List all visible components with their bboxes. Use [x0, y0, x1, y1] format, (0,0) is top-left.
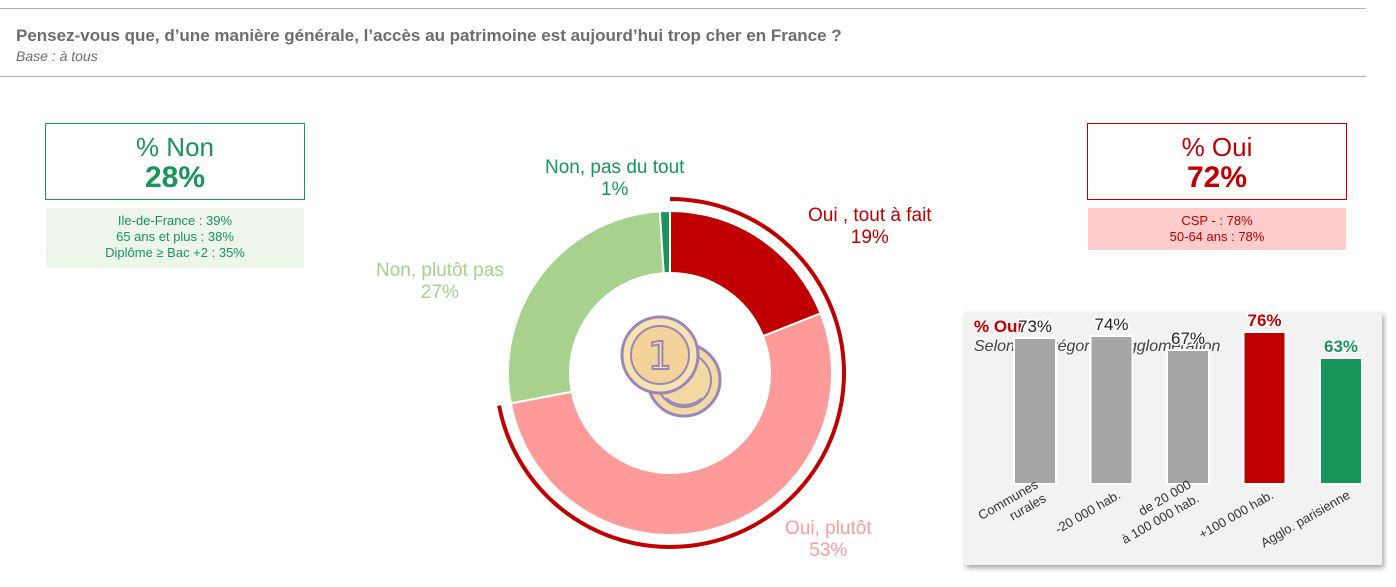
- bar: [1089, 335, 1134, 485]
- non-summary-box: % Non 28%: [45, 123, 305, 200]
- oui-summary-box: % Oui 72%: [1087, 123, 1347, 200]
- donut-slice-non-plutot-pas: [507, 210, 665, 405]
- oui-detail-item: CSP - : 78%: [1181, 213, 1253, 228]
- slice-label-non-pas-du-tout: Non, pas du tout 1%: [545, 157, 684, 201]
- slice-label-value: 27%: [420, 282, 459, 303]
- bar-category-label: de 20 000à 100 000 hab.: [1111, 477, 1202, 547]
- page-title: Pensez-vous que, d’une manière générale,…: [16, 26, 842, 45]
- non-detail-item: Ile-de-France : 39%: [117, 213, 233, 228]
- slice-label-non-plutot-pas: Non, plutôt pas 27%: [376, 260, 504, 304]
- coins-icon: 1: [620, 315, 722, 418]
- oui-summary-label: % Oui: [1181, 132, 1253, 162]
- oui-bracket-arc: [497, 197, 846, 549]
- oui-detail-item: 50-64 ans : 78%: [1169, 229, 1265, 244]
- non-details: Ile-de-France : 39% 65 ans et plus : 38%…: [46, 208, 304, 268]
- slice-label-text: Oui, plutôt: [785, 518, 872, 539]
- non-summary-label: % Non: [135, 132, 215, 162]
- slice-label-oui-tout-a-fait: Oui , tout à fait 19%: [808, 205, 932, 249]
- header-divider: [0, 76, 1366, 77]
- bar: [1013, 337, 1057, 485]
- bar: [1166, 349, 1210, 485]
- bar: [1319, 357, 1363, 485]
- bar-category-label: -20 000 hab.: [1052, 487, 1123, 536]
- non-detail-item: 65 ans et plus : 38%: [116, 229, 234, 244]
- donut-slice-oui-plutot: [509, 312, 833, 536]
- donut-slice-non-pas-du-tout: [658, 209, 671, 275]
- bar: [1242, 331, 1287, 485]
- slice-label-text: Non, plutôt pas: [376, 260, 504, 281]
- agglomeration-panel: % Oui Selon la catégorie d’agglomération…: [964, 312, 1382, 565]
- bar-category-line: -20 000 hab.: [1052, 487, 1123, 536]
- oui-summary-value: 72%: [1186, 161, 1248, 194]
- slice-label-text: Non, pas du tout: [545, 157, 685, 178]
- bar-value-label: 63%: [1324, 337, 1358, 356]
- bar-value-label: 74%: [1094, 315, 1128, 334]
- slice-label-value: 53%: [809, 540, 848, 561]
- bar-chart-title: % Oui: [974, 317, 1023, 336]
- bar-category-label: Communesrurales: [975, 476, 1048, 536]
- slice-label-value: 19%: [850, 227, 889, 248]
- non-detail-item: Diplôme ≥ Bac +2 : 35%: [105, 245, 245, 260]
- slice-label-oui-plutot: Oui, plutôt 53%: [785, 518, 872, 562]
- bar-value-label: 76%: [1247, 312, 1281, 330]
- non-summary-value: 28%: [144, 161, 206, 194]
- page-subtitle: Base : à tous: [16, 48, 98, 64]
- slice-label-text: Oui , tout à fait: [808, 205, 932, 226]
- donut-slice-oui-tout-a-fait: [669, 209, 822, 338]
- bar-chart: 73% Communesrurales 74% -20 000 hab. 67% de 2…: [975, 312, 1363, 550]
- bar-value-label: 73%: [1018, 317, 1052, 336]
- top-divider: [0, 8, 1366, 9]
- svg-text:1: 1: [648, 334, 672, 378]
- slice-label-value: 1%: [600, 179, 629, 200]
- bar-value-label: 67%: [1171, 329, 1205, 348]
- oui-details: CSP - : 78% 50-64 ans : 78%: [1088, 208, 1346, 250]
